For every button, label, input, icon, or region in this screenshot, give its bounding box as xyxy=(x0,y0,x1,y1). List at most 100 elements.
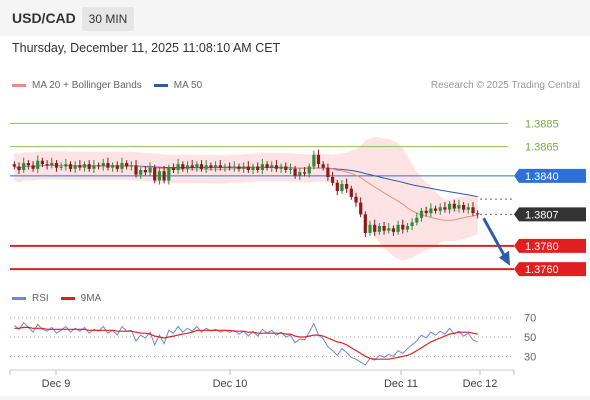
legend-ma50-label: MA 50 xyxy=(173,80,203,91)
candle-body xyxy=(92,165,96,169)
x-tick-label: Dec 12 xyxy=(463,378,498,390)
candle xyxy=(190,160,194,171)
candle xyxy=(129,161,133,171)
candle xyxy=(237,163,241,172)
candle-body xyxy=(218,165,222,168)
candle xyxy=(185,161,190,173)
candle xyxy=(64,158,68,171)
candle-body xyxy=(260,164,264,170)
candle-body xyxy=(321,164,325,168)
level-label-box xyxy=(514,238,586,253)
candle xyxy=(377,223,381,235)
candle xyxy=(298,168,302,180)
candle xyxy=(246,161,250,173)
legend-item-rsi: RSI xyxy=(12,293,49,304)
candle xyxy=(340,179,344,194)
candle-body xyxy=(246,166,250,170)
candle-body xyxy=(279,166,283,169)
candle-body xyxy=(143,170,147,173)
level-label-current: 1.3807 xyxy=(525,209,559,221)
candle-body xyxy=(157,171,161,181)
candle-body xyxy=(97,165,101,167)
candle xyxy=(396,220,400,235)
candle xyxy=(438,203,442,215)
candle xyxy=(462,202,466,213)
candle xyxy=(270,161,274,172)
candle xyxy=(316,149,321,169)
candle xyxy=(106,157,110,171)
candle xyxy=(68,161,73,172)
candle-body xyxy=(274,165,278,169)
candle-body xyxy=(391,228,395,232)
candle-body xyxy=(171,167,176,170)
candle-body xyxy=(312,154,316,167)
candle xyxy=(82,161,87,172)
candle-body xyxy=(284,166,288,170)
candle xyxy=(405,223,410,233)
candle xyxy=(410,218,414,231)
candle-body xyxy=(424,210,428,214)
candle-body xyxy=(59,166,63,168)
candle xyxy=(382,221,386,235)
candle-body xyxy=(40,160,44,165)
level-label-box xyxy=(514,207,586,222)
candle xyxy=(36,155,40,173)
candle xyxy=(373,219,377,236)
level-label-box xyxy=(514,168,586,183)
candle xyxy=(59,162,63,171)
candle xyxy=(419,207,424,222)
candle xyxy=(199,160,204,172)
chart-datetime: Thursday, December 11, 2025 11:08:10 AM … xyxy=(12,41,281,55)
candle xyxy=(139,167,143,179)
candle xyxy=(176,158,180,175)
x-tick-label: Dec 10 xyxy=(213,378,248,390)
candle xyxy=(284,162,288,173)
candle-body xyxy=(419,210,424,218)
projection-arrowhead xyxy=(499,250,510,266)
candle-body xyxy=(50,163,54,166)
candle-body xyxy=(293,168,297,176)
candle-body xyxy=(438,207,442,211)
candle-body xyxy=(270,165,274,168)
candle-body xyxy=(354,196,358,203)
rsi-line xyxy=(13,321,478,366)
candle-body xyxy=(251,166,255,170)
candle xyxy=(457,199,461,213)
candle-body xyxy=(443,207,447,210)
candle-body xyxy=(199,164,204,169)
candle-body xyxy=(82,164,87,168)
level-label-box xyxy=(514,262,586,277)
candle xyxy=(345,178,349,193)
candle xyxy=(312,150,316,170)
copyright-text: Research © 2025 Trading Central xyxy=(430,80,580,91)
legend-item-ma20: MA 20 + Bollinger Bands xyxy=(12,80,142,91)
candle xyxy=(302,167,307,177)
candle-body xyxy=(232,166,236,168)
legend-9ma-label: 9MA xyxy=(80,293,102,304)
rsi-tick-label: 50 xyxy=(524,332,536,344)
candle xyxy=(54,160,59,172)
timeframe-button[interactable]: 30 MIN xyxy=(82,7,134,31)
candle-body xyxy=(185,165,190,169)
candle xyxy=(448,200,452,214)
candle xyxy=(218,160,222,171)
candle-body xyxy=(115,165,119,169)
candle-body xyxy=(12,164,16,167)
candle xyxy=(92,160,96,173)
candle xyxy=(326,163,330,182)
symbol-title: USD/CAD xyxy=(12,10,76,26)
candle-body xyxy=(31,165,35,169)
legend-rsi-label: RSI xyxy=(32,293,49,304)
candle xyxy=(443,202,447,213)
price-legend: MA 20 + Bollinger Bands MA 50 xyxy=(12,80,214,91)
candle-body xyxy=(181,164,185,169)
candle xyxy=(387,223,391,234)
candle xyxy=(228,162,232,171)
candle xyxy=(433,205,438,214)
candle xyxy=(17,162,21,175)
candle-body xyxy=(148,167,152,173)
candle-body xyxy=(87,164,91,169)
rsi-tick-label: 70 xyxy=(524,313,536,325)
candle xyxy=(293,165,297,179)
